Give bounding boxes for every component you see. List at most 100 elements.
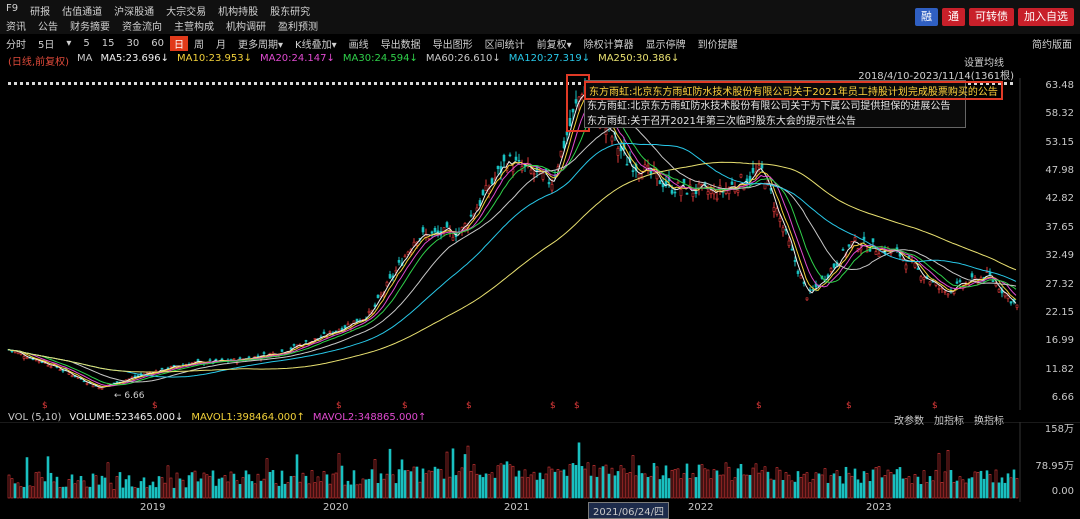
volume-bar[interactable] (511, 465, 515, 499)
candle[interactable] (313, 337, 317, 340)
toolbar-item[interactable]: ▾ (66, 37, 72, 49)
nav-link[interactable]: 资讯 (6, 22, 26, 33)
event-marker[interactable] (110, 82, 113, 85)
event-marker[interactable] (500, 82, 503, 85)
volume-bar[interactable] (7, 474, 11, 499)
candle[interactable] (262, 352, 266, 354)
nav-link[interactable]: 财务摘要 (70, 22, 110, 33)
candle[interactable] (346, 323, 350, 326)
volume-bar[interactable] (652, 462, 656, 499)
volume-bar[interactable] (682, 473, 686, 499)
volume-bar[interactable] (277, 485, 281, 499)
event-marker[interactable] (980, 82, 983, 85)
candle[interactable] (445, 222, 449, 228)
volume-bar[interactable] (139, 481, 143, 499)
volume-bar[interactable] (241, 477, 245, 499)
volume-bar[interactable] (220, 477, 224, 499)
volume-bar[interactable] (883, 475, 887, 499)
toolbar-item[interactable]: 5日 (38, 39, 55, 51)
toolbar-item[interactable]: 除权计算器 (583, 39, 634, 51)
volume-bar[interactable] (1015, 478, 1019, 499)
volume-bar[interactable] (448, 476, 452, 499)
volume-bar[interactable] (625, 473, 629, 499)
volume-bar[interactable] (142, 477, 146, 499)
candle[interactable] (100, 388, 104, 390)
volume-bar[interactable] (247, 474, 251, 499)
volume-bar[interactable] (484, 473, 488, 499)
volume-bar[interactable] (985, 470, 989, 499)
candle[interactable] (568, 117, 572, 126)
volume-bar[interactable] (943, 471, 947, 499)
volume-bar[interactable] (529, 474, 533, 499)
event-marker[interactable] (374, 82, 377, 85)
volume-bar[interactable] (937, 452, 941, 499)
volume-bar[interactable] (934, 469, 938, 499)
event-marker[interactable] (224, 82, 227, 85)
volume-bar[interactable] (79, 475, 83, 499)
volume-bar[interactable] (205, 474, 209, 499)
nav-link[interactable]: 股东研究 (270, 7, 311, 18)
volume-bar[interactable] (145, 487, 149, 499)
volume-bar[interactable] (235, 480, 239, 499)
volume-bar[interactable] (544, 473, 548, 499)
volume-bar[interactable] (751, 467, 755, 499)
volume-bar[interactable] (961, 479, 965, 499)
volume-bar[interactable] (910, 483, 914, 499)
volume-bar[interactable] (97, 484, 101, 499)
volume-bar[interactable] (370, 469, 374, 499)
volume-bar[interactable] (193, 470, 197, 499)
candle[interactable] (169, 366, 173, 368)
event-marker[interactable] (86, 82, 89, 85)
candle[interactable] (46, 364, 50, 367)
candle[interactable] (238, 357, 242, 360)
set-ma-button[interactable]: 设置均线 (964, 58, 1004, 69)
candle[interactable] (715, 197, 719, 200)
candle[interactable] (799, 275, 803, 279)
volume-bar[interactable] (634, 475, 638, 499)
volume-bar[interactable] (160, 477, 164, 499)
volume-bar[interactable] (733, 477, 737, 499)
volume-bar[interactable] (607, 473, 611, 499)
candle[interactable] (937, 288, 941, 290)
event-marker[interactable] (176, 82, 179, 85)
volume-bar[interactable] (997, 482, 1001, 499)
toolbar-item[interactable]: 到价提醒 (697, 39, 738, 51)
candle[interactable] (97, 387, 101, 390)
candle[interactable] (706, 191, 710, 195)
candle[interactable] (679, 189, 683, 197)
volume-bar[interactable] (994, 469, 998, 499)
volume-bar[interactable] (358, 483, 362, 499)
volume-bar[interactable] (415, 466, 419, 499)
volume-bar[interactable] (460, 467, 464, 499)
volume-bar[interactable] (838, 476, 842, 499)
volume-bar[interactable] (259, 480, 263, 499)
volume-bar[interactable] (319, 481, 323, 499)
volume-bar[interactable] (328, 483, 332, 499)
event-marker[interactable] (146, 82, 149, 85)
candle[interactable] (847, 244, 851, 247)
candle[interactable] (517, 159, 521, 162)
candle[interactable] (829, 268, 833, 272)
volume-bar[interactable] (409, 471, 413, 499)
volume-bar[interactable] (667, 478, 671, 499)
volume-bar[interactable] (565, 475, 569, 499)
candle[interactable] (988, 272, 992, 276)
candle[interactable] (841, 249, 845, 251)
volume-bar[interactable] (808, 482, 812, 499)
volume-bar[interactable] (721, 474, 725, 499)
event-marker[interactable] (140, 82, 143, 85)
event-marker[interactable] (242, 82, 245, 85)
volume-bar[interactable] (913, 474, 917, 499)
dividend-marker[interactable]: $ (932, 401, 938, 410)
volume-bar[interactable] (238, 484, 242, 499)
candle[interactable] (451, 236, 455, 241)
event-marker[interactable] (20, 82, 23, 85)
volume-bar[interactable] (709, 478, 713, 499)
volume-bar[interactable] (556, 469, 560, 499)
volume-bar[interactable] (679, 478, 683, 499)
volume-bar[interactable] (577, 442, 581, 499)
volume-bar[interactable] (907, 476, 911, 499)
volume-bar[interactable] (553, 471, 557, 499)
volume-bar[interactable] (340, 465, 344, 499)
event-marker[interactable] (44, 82, 47, 85)
